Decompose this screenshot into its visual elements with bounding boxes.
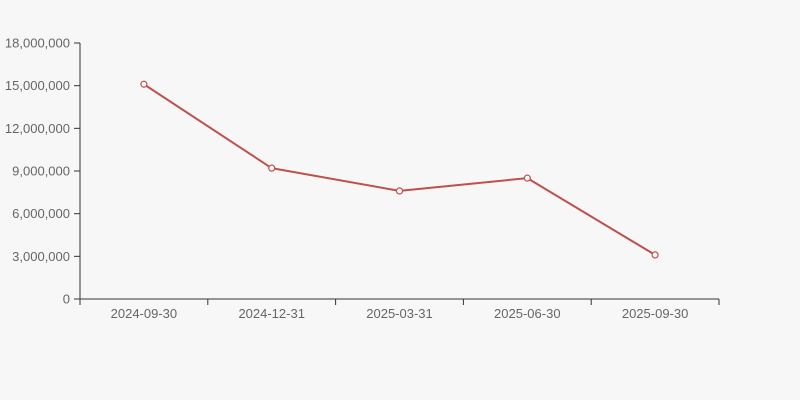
data-point-marker[interactable] [651,251,659,259]
data-point-marker[interactable] [268,164,276,172]
axes-layer [74,42,720,305]
x-tick-label: 2025-09-30 [622,306,689,321]
y-tick-label: 9,000,000 [12,164,70,179]
x-tick-label: 2025-06-30 [494,306,561,321]
y-tick-label: 12,000,000 [5,121,70,136]
data-point-marker[interactable] [523,174,531,182]
series-layer [140,80,659,259]
axis-labels-layer: 0 3,000,000 6,000,000 9,000,000 12,000,000 15… [5,36,688,322]
x-tick-label: 2025-03-31 [366,306,433,321]
y-tick-label: 0 [63,292,70,307]
y-tick-label: 6,000,000 [12,206,70,221]
x-tick-label: 2024-12-31 [238,306,305,321]
y-tick-label: 18,000,000 [5,36,70,51]
series-line [142,83,657,256]
data-point-marker[interactable] [140,80,148,88]
x-tick-label: 2024-09-30 [111,306,178,321]
data-point-marker[interactable] [395,187,404,195]
y-tick-label: 3,000,000 [12,249,70,264]
y-tick-label: 15,000,000 [5,78,70,93]
